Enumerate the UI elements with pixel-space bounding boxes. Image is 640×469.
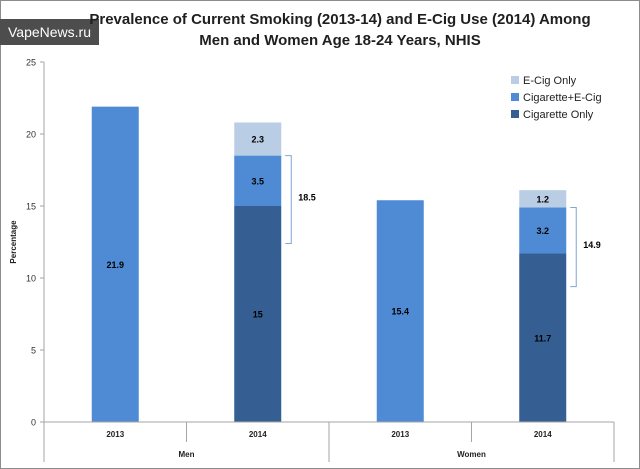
y-tick-label: 10 bbox=[26, 274, 36, 284]
x-group-label: Men bbox=[179, 450, 195, 459]
bar-data-label: 15 bbox=[253, 310, 263, 320]
bar-segment bbox=[234, 122, 282, 156]
bar-segment bbox=[234, 155, 282, 206]
bar-segment bbox=[91, 106, 139, 422]
legend-label: E-Cig Only bbox=[523, 75, 577, 87]
bar-segment bbox=[519, 207, 567, 254]
x-tick-label: 2013 bbox=[106, 430, 124, 439]
legend-swatch bbox=[511, 76, 519, 84]
bar-segment bbox=[519, 253, 567, 422]
total-bracket-label: 18.5 bbox=[298, 193, 316, 203]
x-tick-label: 2014 bbox=[249, 430, 267, 439]
bar-data-label: 21.9 bbox=[106, 260, 124, 270]
y-axis-title: Percentage bbox=[9, 220, 18, 264]
bar-data-label: 2.3 bbox=[251, 135, 264, 145]
legend-label: Cigarette+E-Cig bbox=[523, 92, 602, 104]
legend: E-Cig Only Cigarette+E-Cig Cigarette Only bbox=[511, 75, 602, 121]
y-tick-label: 25 bbox=[26, 58, 36, 68]
y-tick-label: 15 bbox=[26, 202, 36, 212]
bar-data-label: 1.2 bbox=[536, 194, 549, 204]
legend-label: Cigarette Only bbox=[523, 109, 594, 121]
x-group-label: Women bbox=[457, 450, 486, 459]
y-axis: 0 5 10 15 20 25 Percentage bbox=[9, 58, 45, 428]
bar-data-label: 3.2 bbox=[536, 226, 549, 236]
x-axis: 2013 2014 2013 2014 Men Women bbox=[43, 421, 615, 462]
y-tick-label: 5 bbox=[31, 346, 36, 356]
total-bracket-label: 14.9 bbox=[583, 240, 601, 250]
chart-title-line-2: Men and Women Age 18-24 Years, NHIS bbox=[199, 32, 481, 49]
bar-segment bbox=[234, 206, 282, 422]
legend-swatch bbox=[511, 93, 519, 101]
bar-segment bbox=[376, 200, 424, 422]
bar-data-label: 11.7 bbox=[534, 333, 551, 343]
bar-segment bbox=[519, 190, 567, 208]
x-tick-label: 2013 bbox=[391, 430, 409, 439]
watermark: VapeNews.ru bbox=[0, 19, 100, 45]
chart-title: Prevalence of Current Smoking (2013-14) … bbox=[40, 9, 640, 51]
total-bracket bbox=[570, 206, 577, 288]
legend-swatch bbox=[511, 110, 519, 118]
total-bracket bbox=[285, 155, 292, 244]
annotations: 18.5 14.9 bbox=[285, 155, 601, 288]
bars: 15 11.7 21.9 3.5 15.4 3.2 2.3 1.2 bbox=[91, 106, 567, 422]
bar-data-label: 15.4 bbox=[391, 307, 409, 317]
bar-data-label: 3.5 bbox=[251, 176, 264, 186]
chart-title-line-1: Prevalence of Current Smoking (2013-14) … bbox=[89, 11, 591, 28]
x-tick-label: 2014 bbox=[534, 430, 552, 439]
y-tick-label: 0 bbox=[31, 418, 36, 428]
y-tick-label: 20 bbox=[26, 130, 36, 140]
